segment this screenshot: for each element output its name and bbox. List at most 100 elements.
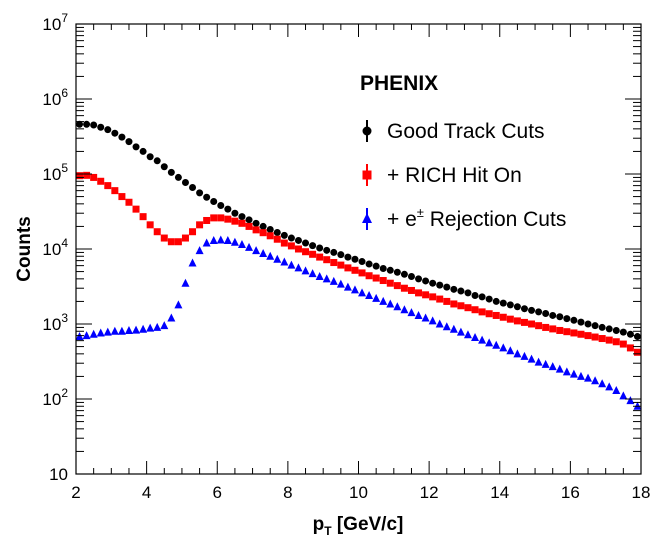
data-point [485, 310, 493, 318]
x-tick-label: 16 [561, 483, 580, 502]
data-point [301, 266, 310, 275]
data-point [541, 359, 550, 368]
data-point [167, 313, 176, 322]
series-layer [75, 120, 642, 410]
data-point [407, 272, 415, 280]
data-point [139, 147, 147, 155]
data-point [125, 138, 133, 146]
data-point [478, 308, 486, 316]
data-point [422, 291, 430, 299]
legend-label-e-rejection-cuts: + e± Rejection Cuts [387, 205, 566, 231]
data-point [238, 219, 246, 227]
data-point [217, 214, 225, 222]
data-point [153, 228, 161, 236]
data-point [562, 367, 571, 376]
data-point [386, 279, 394, 287]
data-point [329, 276, 338, 285]
data-point [513, 303, 521, 311]
y-tick-label-exponent: 2 [61, 386, 68, 400]
data-point [90, 121, 98, 129]
data-point [527, 354, 536, 363]
data-point [372, 262, 380, 270]
data-point [379, 296, 388, 305]
y-tick-label-base: 10 [42, 240, 61, 259]
data-point [407, 308, 416, 317]
data-point [195, 246, 204, 255]
data-point [535, 308, 543, 316]
data-point [343, 282, 352, 291]
data-point [337, 251, 345, 259]
data-point [287, 234, 295, 242]
series-square [76, 171, 641, 356]
data-point [421, 313, 430, 322]
data-point [139, 324, 148, 333]
data-point [83, 120, 91, 128]
data-point [252, 246, 261, 255]
y-tick-label-exponent: 6 [61, 86, 68, 100]
y-tick-label: 107 [42, 11, 68, 34]
legend-label-part: Rejection Cuts [424, 208, 566, 231]
data-point [464, 304, 472, 312]
data-point [556, 326, 564, 334]
data-point [146, 153, 154, 161]
data-point [471, 291, 479, 299]
data-point [280, 239, 288, 247]
data-point [196, 221, 204, 229]
data-point [96, 328, 105, 337]
data-point [118, 133, 126, 141]
data-point [443, 297, 451, 305]
legend-marker-good-track-cuts [362, 126, 372, 136]
data-point [492, 340, 501, 349]
data-point [252, 219, 260, 227]
data-point [520, 351, 529, 360]
data-point [612, 338, 620, 346]
data-point [436, 295, 444, 303]
data-point [464, 289, 472, 297]
data-point [379, 277, 387, 285]
data-point [103, 327, 112, 336]
data-point [549, 325, 557, 333]
data-point [231, 217, 239, 225]
data-point [209, 235, 218, 244]
data-point [584, 373, 593, 382]
data-point [160, 321, 169, 330]
data-point [598, 379, 607, 388]
data-point [76, 120, 84, 128]
data-point [429, 293, 437, 301]
data-point [82, 331, 91, 340]
data-point [372, 293, 381, 302]
data-point [189, 184, 197, 192]
data-point [174, 300, 183, 309]
data-point [350, 285, 359, 294]
legend-label-part: + e [387, 208, 417, 231]
data-point [146, 221, 154, 229]
data-point [415, 275, 423, 283]
data-point [316, 244, 324, 252]
data-point [174, 173, 182, 181]
y-tick-label: 102 [42, 386, 68, 409]
data-point [612, 326, 620, 334]
data-point [330, 248, 338, 256]
data-point [330, 259, 338, 267]
data-point [576, 371, 585, 380]
x-tick-label: 10 [349, 483, 368, 502]
y-tick-label-base: 10 [42, 15, 61, 34]
data-point [76, 172, 84, 180]
series-triangle [75, 235, 642, 410]
data-point [485, 295, 493, 303]
data-point [188, 258, 197, 267]
data-point [294, 245, 302, 253]
data-point [294, 236, 302, 244]
data-point [605, 336, 613, 344]
data-point [181, 179, 189, 187]
data-point [309, 250, 317, 258]
data-point [124, 325, 133, 334]
x-axis-title: pT [GeV/c] [313, 514, 404, 538]
data-point [266, 251, 275, 260]
data-point [202, 238, 211, 247]
data-point [273, 254, 282, 263]
data-point [393, 282, 401, 290]
data-point [414, 310, 423, 319]
data-point [259, 222, 267, 230]
